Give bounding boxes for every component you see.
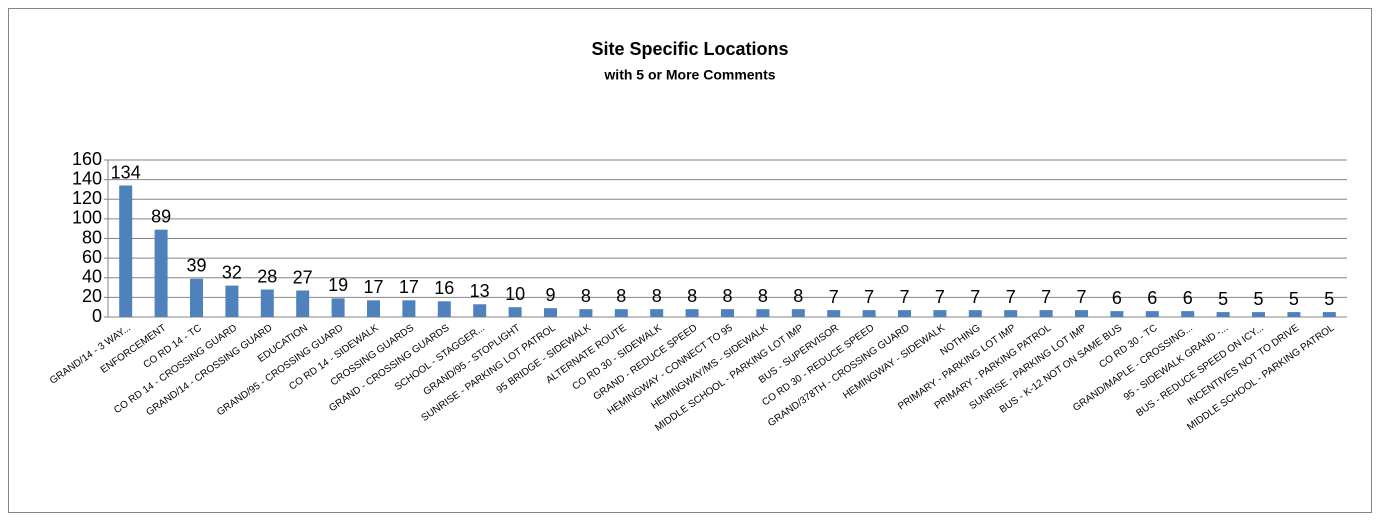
data-label: 7 [1076, 287, 1086, 307]
bar [650, 309, 664, 317]
bar [225, 285, 239, 317]
data-label: 7 [970, 287, 980, 307]
y-tick-label: 40 [82, 267, 102, 287]
bar [119, 185, 133, 317]
bar [508, 307, 522, 317]
data-label: 8 [581, 286, 591, 306]
data-label: 7 [1041, 287, 1051, 307]
bar [1287, 312, 1301, 317]
bar [791, 309, 805, 317]
y-tick-label: 160 [72, 149, 102, 169]
bar [685, 309, 699, 317]
data-label: 5 [1289, 289, 1299, 309]
bar [154, 229, 168, 317]
data-label: 39 [186, 255, 206, 275]
data-label: 5 [1253, 289, 1263, 309]
bar [1039, 310, 1053, 317]
bar [614, 309, 628, 317]
bar [579, 309, 593, 317]
data-label: 32 [222, 262, 242, 282]
bar [260, 289, 274, 317]
bar [190, 278, 203, 317]
bar [1004, 310, 1018, 317]
data-label: 27 [293, 267, 313, 287]
bar [437, 301, 451, 317]
bar [1075, 310, 1088, 317]
data-label: 8 [793, 286, 803, 306]
y-tick-label: 120 [72, 188, 102, 208]
data-label: 8 [616, 286, 626, 306]
data-label: 8 [722, 286, 732, 306]
bar [544, 308, 557, 317]
bar [721, 309, 734, 317]
chart-border [8, 8, 1372, 513]
bar [756, 309, 770, 317]
data-label: 6 [1183, 288, 1193, 308]
data-label: 89 [151, 206, 171, 226]
data-label: 28 [257, 266, 277, 286]
bar [402, 300, 416, 317]
data-label: 7 [864, 287, 874, 307]
bar [1252, 312, 1265, 317]
bar [898, 310, 911, 317]
bar [827, 310, 841, 317]
y-tick-label: 0 [92, 306, 102, 326]
data-label: 17 [399, 277, 419, 297]
data-label: 7 [829, 287, 839, 307]
data-label: 17 [363, 277, 383, 297]
data-label: 7 [899, 287, 909, 307]
bar [331, 298, 345, 317]
data-label: 6 [1112, 288, 1122, 308]
data-label: 5 [1324, 289, 1334, 309]
data-label: 7 [1006, 287, 1016, 307]
chart-subtitle: with 5 or More Comments [603, 67, 775, 83]
y-tick-label: 140 [72, 168, 102, 188]
bar [367, 300, 380, 317]
bar [933, 310, 947, 317]
y-tick-label: 60 [82, 247, 102, 267]
data-label: 8 [652, 286, 662, 306]
bar [473, 304, 487, 317]
data-label: 8 [758, 286, 768, 306]
y-tick-label: 80 [82, 227, 102, 247]
data-label: 13 [470, 281, 490, 301]
data-label: 10 [505, 284, 525, 304]
data-label: 6 [1147, 288, 1157, 308]
bar [1145, 311, 1159, 317]
chart-title: Site Specific Locations [591, 39, 788, 59]
y-tick-label: 100 [72, 208, 102, 228]
data-label: 19 [328, 275, 348, 295]
y-tick-label: 20 [82, 286, 102, 306]
data-label: 5 [1218, 289, 1228, 309]
bar [1216, 312, 1230, 317]
data-label: 7 [935, 287, 945, 307]
data-label: 8 [687, 286, 697, 306]
bar [862, 310, 876, 317]
data-label: 9 [545, 285, 555, 305]
bar [1181, 311, 1195, 317]
data-label: 134 [111, 162, 141, 182]
bar [1322, 312, 1336, 317]
bar [968, 310, 982, 317]
bar [296, 290, 310, 317]
data-label: 16 [434, 278, 454, 298]
bar [1110, 311, 1124, 317]
